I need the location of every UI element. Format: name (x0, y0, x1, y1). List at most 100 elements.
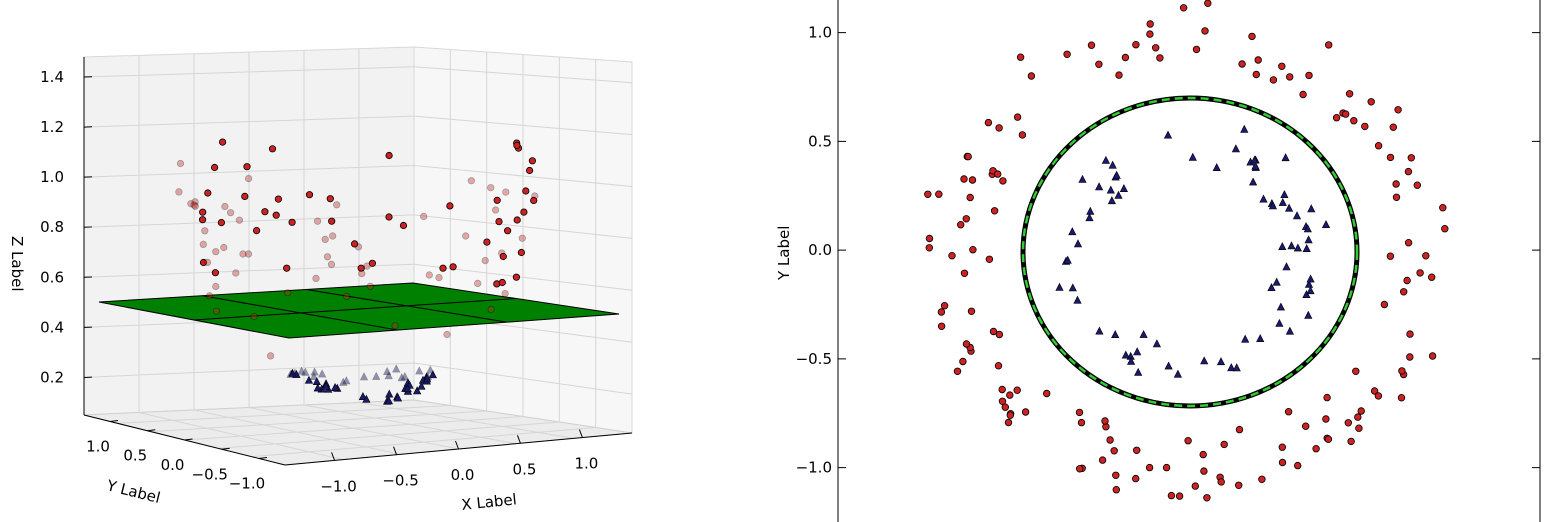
point-3d (499, 252, 507, 261)
point-3d (309, 371, 319, 380)
point-outer (1146, 30, 1154, 38)
point-outer (1344, 419, 1352, 427)
point-inner (1063, 255, 1072, 264)
point-3d (323, 253, 332, 261)
point-3d (520, 208, 528, 216)
point-3d (501, 289, 509, 298)
point-outer (1013, 386, 1021, 394)
2d-ticks: 1.0 0.5 0.0 −0.5 −1.0 (796, 24, 1540, 477)
point-outer (1367, 98, 1375, 106)
point-outer (1439, 203, 1447, 212)
point-3d (253, 227, 261, 235)
point-outer (1312, 445, 1320, 453)
point-outer (1416, 269, 1424, 277)
y-tick-label: 1.0 (86, 437, 110, 455)
point-outer (1156, 54, 1164, 62)
point-3d (483, 238, 491, 246)
point-3d (425, 271, 433, 279)
point-inner (1152, 339, 1161, 348)
point-3d (491, 206, 500, 214)
point-inner (1139, 329, 1148, 338)
point-outer (1332, 113, 1341, 122)
point-inner (1114, 190, 1123, 199)
point-outer (1042, 389, 1051, 398)
point-inner (1231, 144, 1240, 153)
point-outer (1301, 422, 1310, 430)
point-3d (312, 274, 320, 282)
point-3d (366, 282, 374, 290)
point-outer (1217, 478, 1225, 486)
point-outer (1191, 482, 1199, 490)
point-inner (1268, 201, 1277, 210)
point-outer (1269, 76, 1278, 84)
point-inner (1306, 286, 1315, 295)
point-inner (1285, 326, 1294, 335)
point-outer (1077, 418, 1086, 427)
point-3d (513, 216, 521, 224)
point-outer (1345, 90, 1354, 98)
point-inner (1256, 334, 1265, 343)
point-outer (1200, 467, 1208, 475)
point-3d (391, 322, 399, 330)
point-3d (385, 389, 394, 398)
point-outer (1151, 44, 1160, 52)
point-outer (1398, 367, 1406, 375)
point-inner (1173, 369, 1182, 378)
point-inner (1285, 203, 1294, 212)
point-outer (1087, 41, 1096, 49)
point-outer (1184, 437, 1192, 445)
point-3d (212, 248, 220, 256)
point-3d (420, 212, 428, 221)
point-outer (1006, 411, 1014, 419)
point-outer (1027, 72, 1036, 80)
x-tick-label: −1.0 (320, 477, 356, 495)
point-inner (1302, 244, 1311, 252)
point-outer (966, 193, 974, 202)
point-outer (1397, 394, 1406, 402)
point-outer (925, 234, 934, 243)
point-3d (176, 159, 185, 168)
point-outer (1132, 446, 1141, 454)
point-inner (1307, 204, 1316, 213)
point-outer (1220, 440, 1228, 449)
point-3d (443, 330, 451, 339)
point-3d (428, 370, 437, 379)
point-outer (1112, 471, 1120, 479)
point-outer (953, 367, 962, 375)
point-3d (268, 145, 277, 153)
point-3d (274, 195, 282, 203)
point-outer (1324, 41, 1333, 49)
point-3d (217, 219, 225, 227)
point-inner (1293, 243, 1302, 252)
point-outer (1357, 407, 1365, 415)
point-3d (241, 192, 249, 200)
point-3d (357, 264, 365, 272)
point-3d (383, 366, 392, 375)
point-outer (1422, 252, 1430, 260)
point-outer (1063, 50, 1071, 58)
point-inner (1276, 302, 1285, 311)
y-tick-label-2d: 0.0 (808, 241, 832, 259)
point-3d (330, 382, 340, 391)
point-inner (1251, 161, 1260, 170)
2d-axes: 1.0 0.5 0.0 −0.5 −1.0 Y Label (775, 0, 1541, 522)
point-inner (1306, 274, 1315, 283)
point-3d (522, 187, 530, 195)
x-axis-label: X Label (461, 490, 518, 514)
point-outer (1352, 367, 1360, 375)
point-3d (212, 282, 220, 291)
point-3d (528, 157, 537, 165)
point-inner (1073, 295, 1082, 304)
point-3d (403, 384, 412, 393)
point-outer (994, 362, 1003, 370)
point-outer (1406, 353, 1414, 361)
point-3d (423, 372, 432, 380)
point-outer (1413, 181, 1421, 189)
point-3d (187, 200, 195, 208)
point-outer (1394, 106, 1402, 114)
point-outer (1389, 123, 1397, 131)
point-outer (1175, 492, 1184, 500)
z-tick-label: 1.2 (40, 118, 64, 136)
point-outer (1404, 167, 1413, 176)
